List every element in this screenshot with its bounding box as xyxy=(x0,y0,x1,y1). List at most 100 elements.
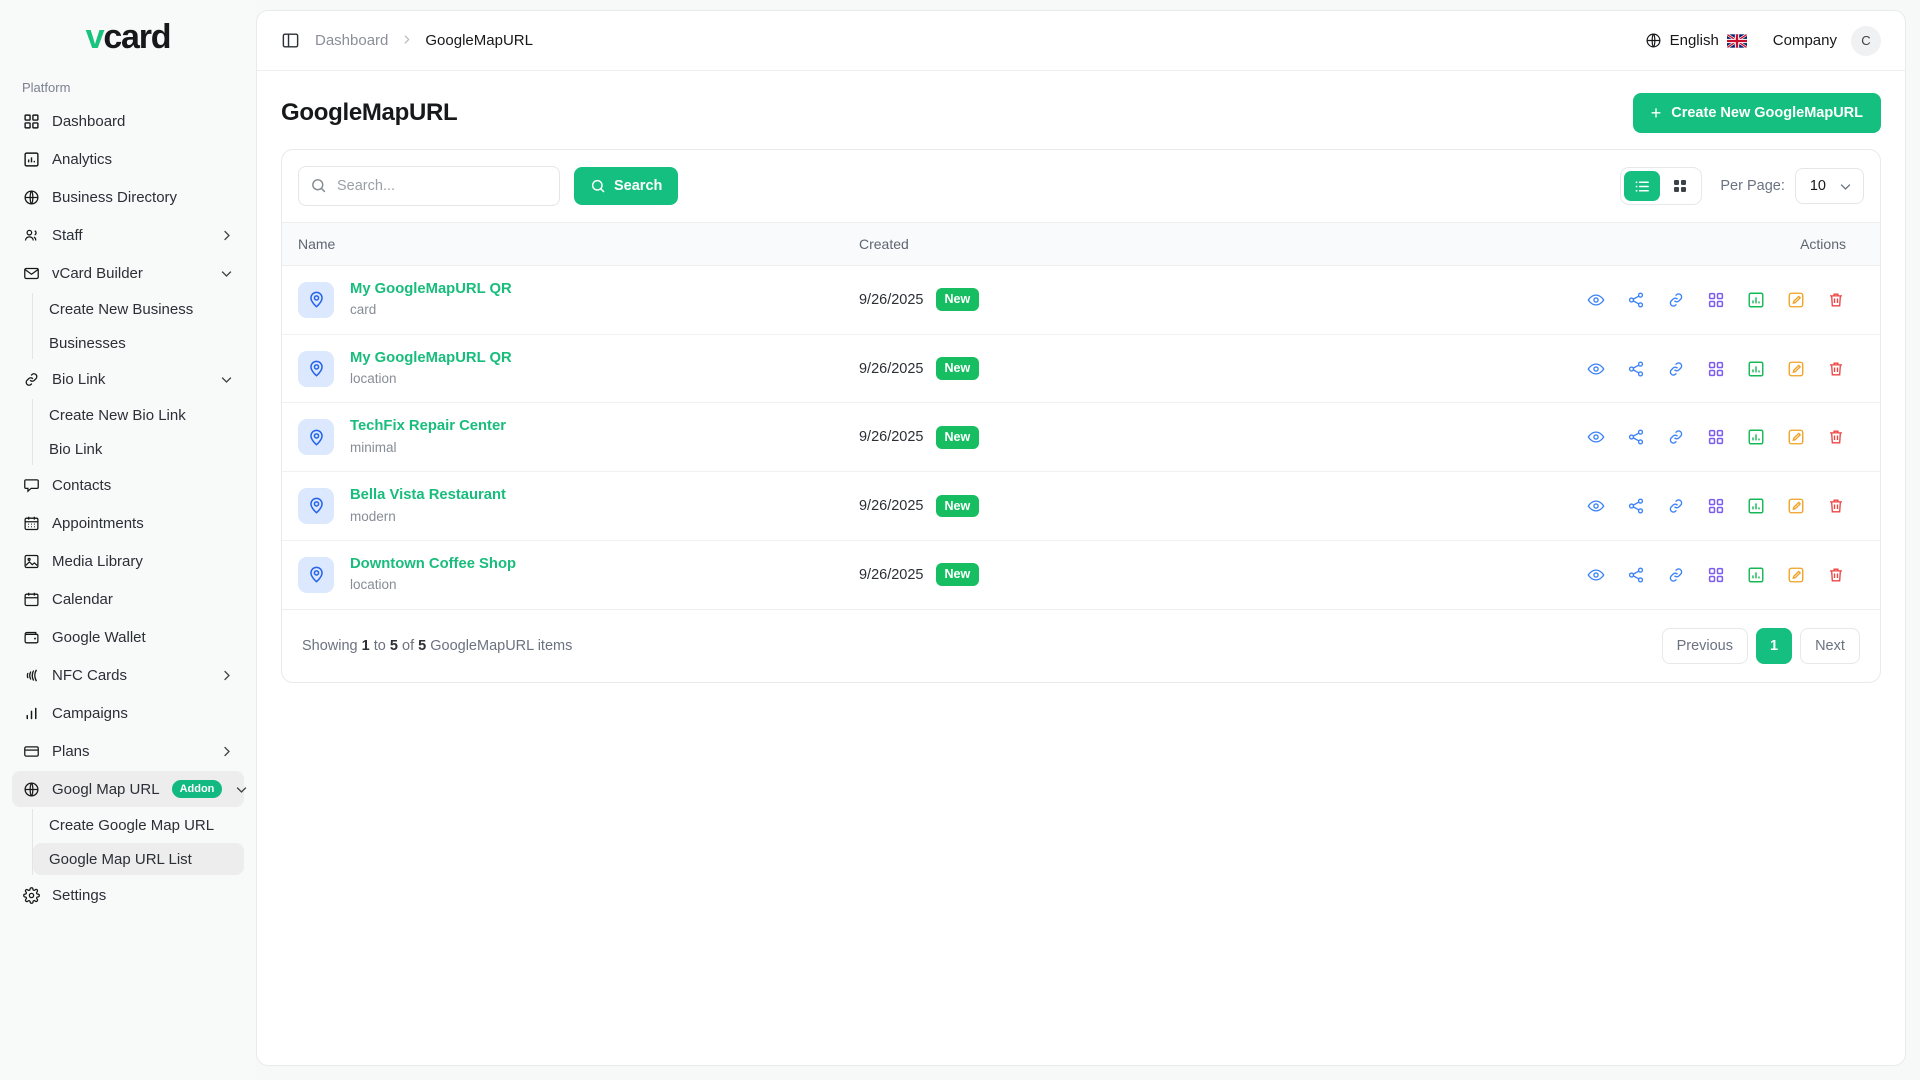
company-name: Company xyxy=(1772,32,1837,49)
link-icon[interactable] xyxy=(1666,565,1686,585)
sidebar-item-contacts[interactable]: Contacts xyxy=(12,467,244,503)
cell-actions xyxy=(1184,334,1880,404)
preview-icon[interactable] xyxy=(1586,359,1606,379)
page-1-button[interactable]: 1 xyxy=(1756,627,1792,664)
analytics-icon[interactable] xyxy=(1746,496,1766,516)
sidebar-subitem-businesses[interactable]: Businesses xyxy=(49,334,126,352)
qr-code-icon[interactable] xyxy=(1706,427,1726,447)
row-name-link[interactable]: My GoogleMapURL QR xyxy=(350,281,512,297)
sidebar-subitem-bio-link[interactable]: Bio Link xyxy=(49,440,103,458)
list-view-icon[interactable] xyxy=(1624,171,1661,201)
row-name-link[interactable]: Downtown Coffee Shop xyxy=(350,555,517,572)
qr-code-icon[interactable] xyxy=(1706,359,1726,379)
globe-icon xyxy=(22,780,40,798)
column-header-name: Name xyxy=(282,222,843,266)
gear-icon xyxy=(22,886,40,904)
preview-icon[interactable] xyxy=(1586,565,1606,585)
link-icon[interactable] xyxy=(1666,427,1686,447)
avatar[interactable]: C xyxy=(1851,25,1881,56)
cell-created: 9/26/2025 New xyxy=(842,471,1185,541)
breadcrumb-dashboard[interactable]: Dashboard xyxy=(315,32,389,49)
previous-page-button[interactable]: Previous xyxy=(1661,627,1748,664)
user-menu[interactable]: Company C xyxy=(1772,25,1881,56)
next-page-button[interactable]: Next xyxy=(1800,627,1860,664)
delete-icon[interactable] xyxy=(1826,427,1846,447)
sidebar-item-label: Google Wallet xyxy=(52,628,146,646)
row-actions xyxy=(1200,496,1864,516)
preview-icon[interactable] xyxy=(1586,290,1606,310)
map-pin-icon xyxy=(298,487,334,524)
analytics-icon[interactable] xyxy=(1746,427,1766,447)
share-icon[interactable] xyxy=(1626,359,1646,379)
sidebar-subitem-create-new-bio-link[interactable]: Create New Bio Link xyxy=(49,406,186,424)
share-icon[interactable] xyxy=(1626,290,1646,310)
delete-icon[interactable] xyxy=(1826,496,1846,516)
showing-prefix: Showing xyxy=(302,637,358,654)
sidebar-item-google-map-url[interactable]: Googl Map URL Addon xyxy=(12,771,247,807)
preview-icon[interactable] xyxy=(1586,427,1606,447)
sidebar-item-campaigns[interactable]: Campaigns xyxy=(12,695,244,731)
app-logo[interactable]: vcard xyxy=(0,0,256,74)
share-icon[interactable] xyxy=(1626,427,1646,447)
create-new-googlemapurl-button[interactable]: + Create New GoogleMapURL xyxy=(1632,93,1881,133)
search-input[interactable] xyxy=(298,166,560,206)
link-icon xyxy=(22,370,40,388)
sidebar-item-calendar[interactable]: Calendar xyxy=(12,581,244,617)
sidebar-subnav-gmap: Create Google Map URL Google Map URL Lis… xyxy=(32,809,244,875)
per-page-select[interactable]: 10 xyxy=(1794,168,1864,204)
table-row[interactable]: My GoogleMapURL QR card 9/26/2025 New xyxy=(282,265,1880,335)
sidebar-item-settings[interactable]: Settings xyxy=(12,877,244,913)
sidebar-item-media-library[interactable]: Media Library xyxy=(12,543,244,579)
sidebar-item-bio-link[interactable]: Bio Link xyxy=(12,361,244,397)
panel-left-icon[interactable] xyxy=(281,31,301,51)
table-row[interactable]: My GoogleMapURL QR location 9/26/2025 Ne… xyxy=(282,334,1880,404)
delete-icon[interactable] xyxy=(1826,565,1846,585)
edit-icon[interactable] xyxy=(1786,290,1806,310)
sidebar-item-staff[interactable]: Staff xyxy=(12,217,244,253)
analytics-icon[interactable] xyxy=(1746,290,1766,310)
qr-code-icon[interactable] xyxy=(1706,496,1726,516)
sidebar-item-nfc-cards[interactable]: NFC Cards xyxy=(12,657,244,693)
status-badge: New xyxy=(935,357,980,380)
sidebar-subitem-create-new-business[interactable]: Create New Business xyxy=(49,300,194,318)
table-row[interactable]: Downtown Coffee Shop location 9/26/2025 … xyxy=(282,540,1880,610)
row-name-link[interactable]: My GoogleMapURL QR xyxy=(350,349,512,366)
share-icon[interactable] xyxy=(1626,496,1646,516)
share-icon[interactable] xyxy=(1626,565,1646,585)
delete-icon[interactable] xyxy=(1826,359,1846,379)
edit-icon[interactable] xyxy=(1786,359,1806,379)
sidebar-subitem-google-map-url-list[interactable]: Google Map URL List xyxy=(33,843,244,875)
delete-icon[interactable] xyxy=(1826,290,1846,310)
sidebar-item-vcard-builder[interactable]: vCard Builder xyxy=(12,255,244,291)
table-row[interactable]: Bella Vista Restaurant modern 9/26/2025 … xyxy=(282,471,1880,541)
grid-view-icon[interactable] xyxy=(1662,171,1698,201)
sidebar-item-analytics[interactable]: Analytics xyxy=(12,141,244,177)
cell-actions xyxy=(1184,540,1880,610)
edit-icon[interactable] xyxy=(1786,427,1806,447)
row-name-link[interactable]: TechFix Repair Center xyxy=(350,418,506,435)
table-row[interactable]: TechFix Repair Center minimal 9/26/2025 … xyxy=(282,402,1880,473)
search-button[interactable]: Search xyxy=(574,167,679,205)
qr-code-icon[interactable] xyxy=(1706,290,1726,310)
sidebar-subitem-create-google-map-url[interactable]: Create Google Map URL xyxy=(49,816,215,834)
sidebar-item-appointments[interactable]: Appointments xyxy=(12,505,244,541)
analytics-icon[interactable] xyxy=(1746,359,1766,379)
preview-icon[interactable] xyxy=(1586,496,1606,516)
edit-icon[interactable] xyxy=(1786,496,1806,516)
sidebar-item-plans[interactable]: Plans xyxy=(12,733,244,769)
sidebar-item-dashboard[interactable]: Dashboard xyxy=(12,103,244,139)
sidebar-item-google-wallet[interactable]: Google Wallet xyxy=(12,619,244,655)
link-icon[interactable] xyxy=(1666,359,1686,379)
cell-name: My GoogleMapURL QR card xyxy=(282,265,843,335)
row-name-link[interactable]: Bella Vista Restaurant xyxy=(350,487,506,504)
link-icon[interactable] xyxy=(1666,496,1686,516)
uk-flag-icon xyxy=(1726,33,1747,48)
language-switcher[interactable]: English xyxy=(1645,32,1747,49)
edit-icon[interactable] xyxy=(1786,565,1806,585)
analytics-icon[interactable] xyxy=(1746,565,1766,585)
cell-actions xyxy=(1184,265,1880,335)
table-footer: Showing 1 to 5 of 5 GoogleMapURL items P… xyxy=(282,610,1880,682)
sidebar-item-business-directory[interactable]: Business Directory xyxy=(12,179,244,215)
link-icon[interactable] xyxy=(1666,290,1686,310)
qr-code-icon[interactable] xyxy=(1706,565,1726,585)
